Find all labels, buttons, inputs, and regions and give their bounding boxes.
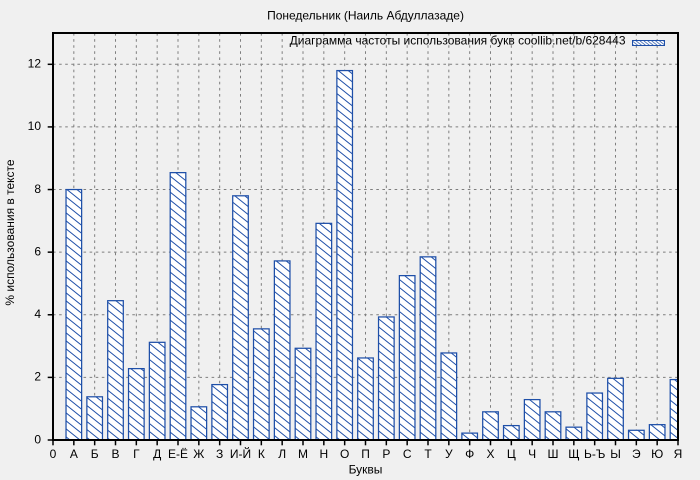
svg-text:Д: Д	[153, 447, 161, 461]
svg-text:Х: Х	[486, 447, 494, 461]
svg-text:К: К	[258, 447, 265, 461]
svg-text:6: 6	[34, 245, 41, 259]
svg-text:Ш: Ш	[548, 447, 559, 461]
svg-text:4: 4	[34, 307, 41, 321]
svg-text:П: П	[361, 447, 370, 461]
svg-text:0: 0	[50, 447, 57, 461]
svg-text:Е-Ё: Е-Ё	[168, 447, 188, 461]
svg-text:Ю: Ю	[651, 447, 663, 461]
svg-text:И-Й: И-Й	[230, 446, 251, 461]
svg-text:Диаграмма частоты использовани: Диаграмма частоты использования букв coo…	[290, 34, 626, 48]
svg-text:Понедельник (Наиль Абдуллазаде: Понедельник (Наиль Абдуллазаде)	[267, 9, 464, 23]
svg-text:Г: Г	[133, 447, 140, 461]
svg-text:О: О	[340, 447, 349, 461]
svg-text:Щ: Щ	[568, 447, 579, 461]
svg-text:8: 8	[34, 182, 41, 196]
svg-text:Т: Т	[424, 447, 432, 461]
svg-text:Р: Р	[382, 447, 390, 461]
svg-text:С: С	[403, 447, 412, 461]
svg-text:Ц: Ц	[507, 447, 516, 461]
svg-text:Ч: Ч	[528, 447, 536, 461]
svg-text:Буквы: Буквы	[349, 463, 383, 477]
svg-text:Я: Я	[674, 447, 683, 461]
svg-text:Н: Н	[319, 447, 328, 461]
svg-text:М: М	[298, 447, 308, 461]
svg-text:Б: Б	[91, 447, 99, 461]
svg-text:2: 2	[34, 370, 41, 384]
svg-text:У: У	[445, 447, 453, 461]
svg-text:Ь-Ъ: Ь-Ъ	[584, 447, 605, 461]
svg-text:А: А	[70, 447, 78, 461]
svg-text:Э: Э	[632, 447, 641, 461]
svg-text:Ы: Ы	[610, 447, 621, 461]
svg-text:В: В	[111, 447, 119, 461]
svg-text:10: 10	[28, 119, 42, 133]
svg-text:0: 0	[34, 432, 41, 446]
svg-text:Ж: Ж	[193, 447, 204, 461]
svg-text:% использования в тексте: % использования в тексте	[3, 159, 17, 305]
svg-text:Ф: Ф	[465, 447, 474, 461]
svg-text:Л: Л	[278, 447, 286, 461]
svg-text:З: З	[216, 447, 223, 461]
svg-text:12: 12	[28, 57, 42, 71]
